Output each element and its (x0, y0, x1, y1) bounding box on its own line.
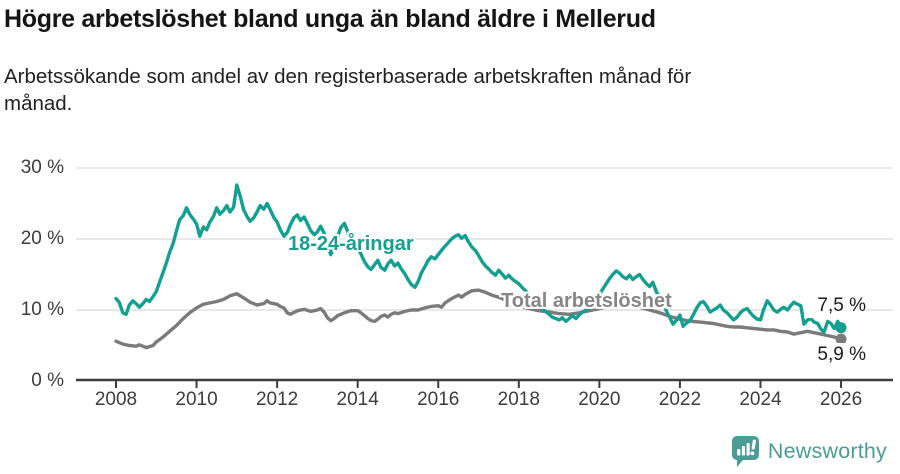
x-tick-label: 2014 (336, 389, 379, 410)
series-label-total: Total arbetslöshet (501, 290, 672, 312)
newsworthy-logo-icon (731, 435, 759, 467)
newsworthy-logo-text: Newsworthy (767, 438, 887, 463)
series-label-youth: 18-24-åringar (288, 233, 414, 255)
end-value-label-total: 5,9 % (804, 343, 866, 367)
x-tick-label: 2008 (94, 389, 138, 410)
x-tick-label: 2012 (255, 389, 299, 410)
x-tick-label: 2010 (175, 389, 218, 410)
chart-subtitle: Arbetssökande som andel av den registerb… (4, 65, 692, 116)
x-tick-label: 2022 (658, 389, 702, 410)
newsworthy-logo: Newsworthy (731, 434, 887, 468)
x-tick-label: 2018 (497, 389, 540, 410)
end-value-label-youth: 7,5 % (804, 294, 866, 318)
series-end-dot-1 (835, 333, 847, 345)
chart-title: Högre arbetslöshet bland unga än bland ä… (4, 5, 656, 33)
series-line-0 (114, 183, 843, 334)
x-tick-label: 2026 (819, 389, 863, 410)
series-end-dot-0 (835, 322, 847, 334)
y-tick-label: 10 % (20, 299, 64, 320)
y-tick-label: 30 % (20, 157, 64, 178)
series-line-1 (114, 288, 843, 350)
y-tick-label: 0 % (31, 370, 64, 391)
x-tick-label: 2020 (578, 389, 621, 410)
x-tick-label: 2016 (417, 389, 460, 410)
y-tick-label: 20 % (20, 228, 64, 249)
x-tick-label: 2024 (739, 389, 782, 410)
